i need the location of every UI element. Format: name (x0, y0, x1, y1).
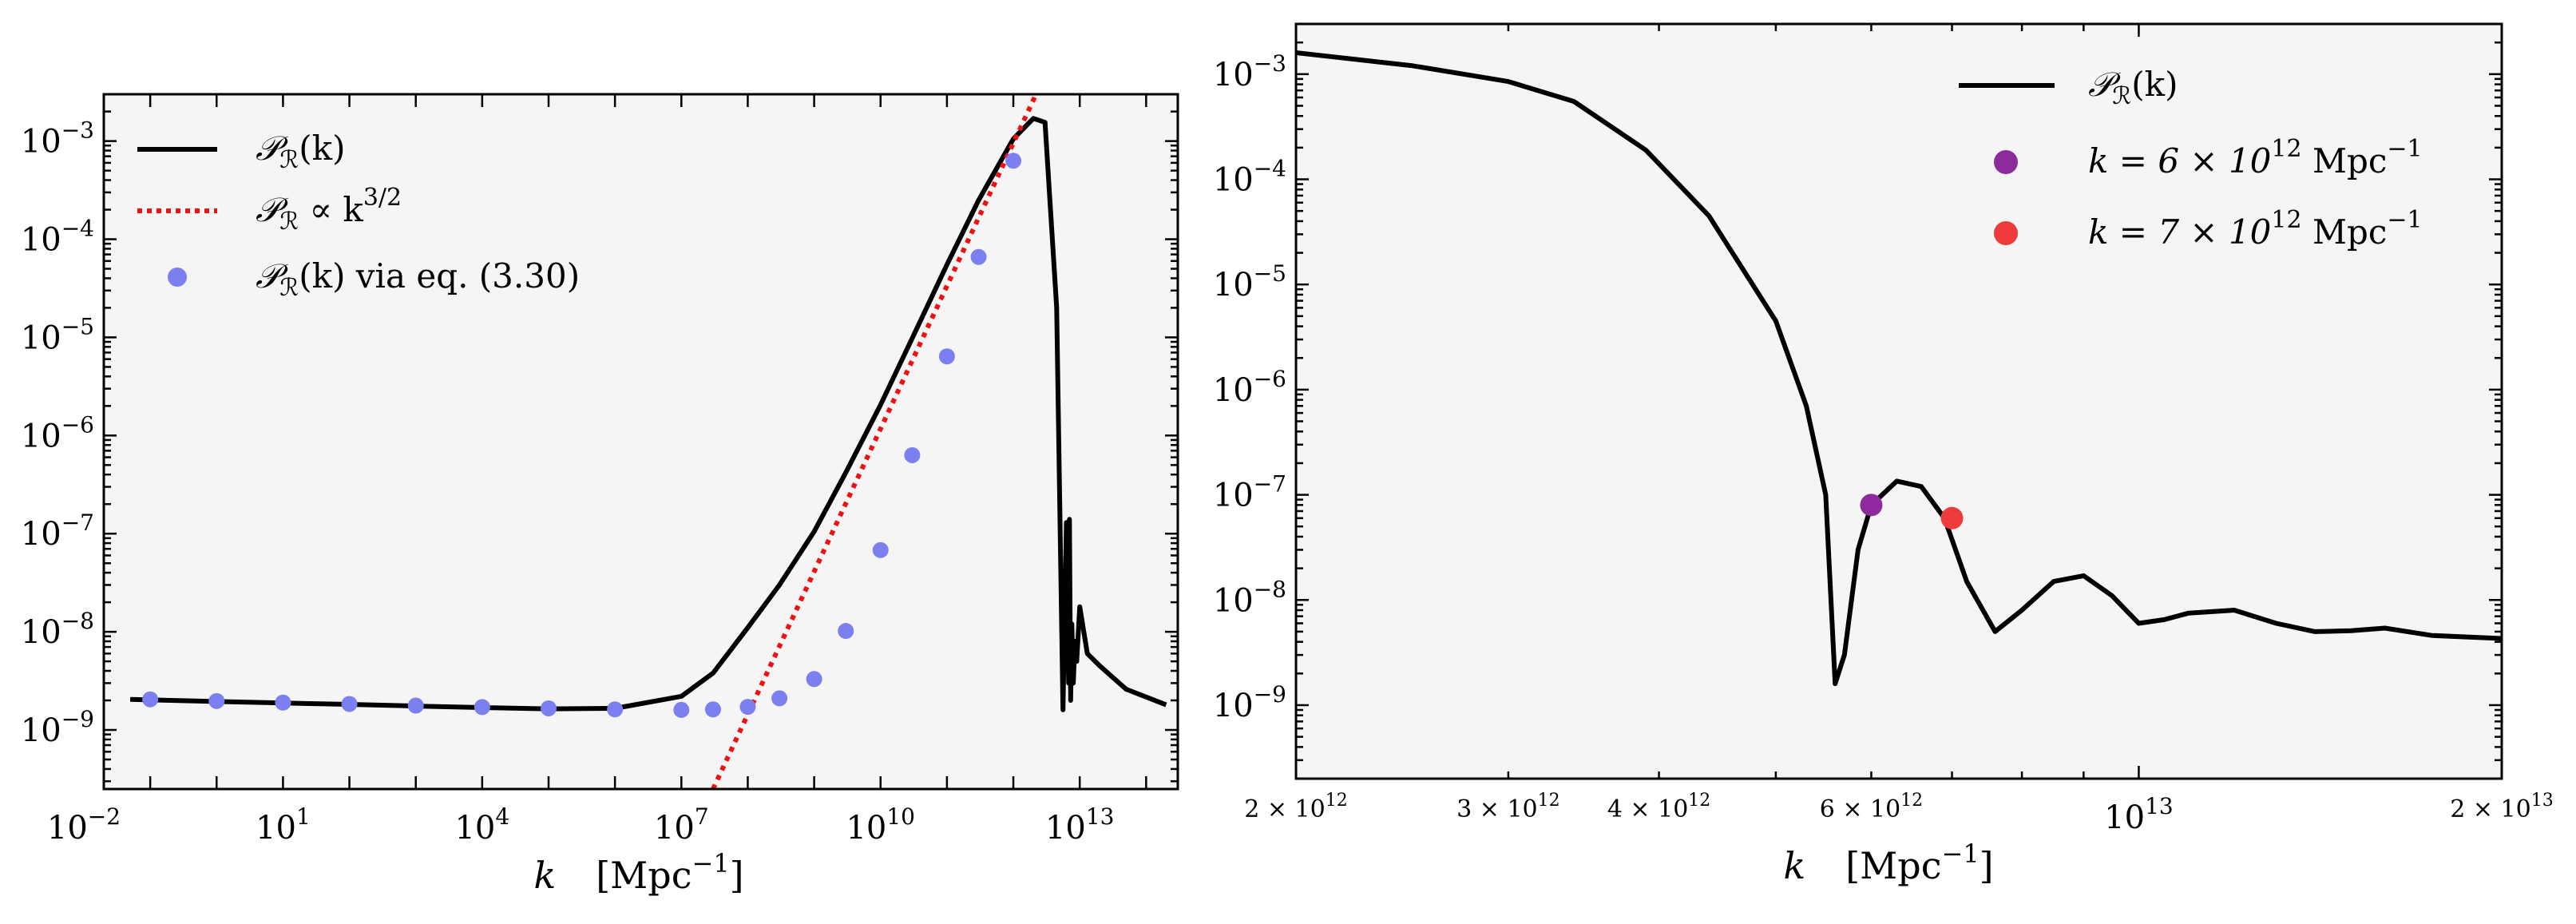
legend-marker-purple (1994, 150, 2018, 174)
left-data-point-2-7 (607, 701, 624, 718)
right-y-tick-label-4: 10−5 (1213, 260, 1286, 303)
right-y-tick-label-6: 10−3 (1213, 50, 1286, 93)
left-data-point-2-6 (541, 700, 557, 716)
left-x-tick-label-3: 107 (654, 803, 709, 847)
left-x-tick-label-1: 101 (256, 803, 311, 847)
left-series-line-0 (130, 116, 1167, 712)
left-y-tick-label-5: 10−4 (21, 216, 94, 259)
right-plot-background (1296, 24, 2502, 779)
left-y-tick-label-6: 10−3 (21, 117, 94, 161)
right-legend: 𝒫ℛ(k) k = 6 × 1012 Mpc−1 k = 7 × 1012 Mp… (1959, 65, 2423, 252)
left-y-tick-label-1: 10−8 (21, 608, 94, 651)
left-plot-frame (102, 93, 1179, 791)
left-y-tick-label-3: 10−6 (21, 411, 94, 454)
legend-marker-blue (168, 268, 187, 287)
right-y-tick-label-5: 10−4 (1213, 156, 1286, 199)
right-data-point-1-0 (1860, 494, 1883, 517)
right-y-tick-label-2: 10−7 (1213, 471, 1286, 514)
legend-label-pr: 𝒫ℛ(k) (256, 129, 345, 174)
left-data-point-2-18 (1005, 153, 1022, 169)
left-y-tick-label-2: 10−7 (21, 510, 94, 553)
left-data-point-2-15 (904, 446, 921, 463)
legend-label-power-law: 𝒫ℛ ∝ k3/2 (256, 184, 402, 236)
left-legend: 𝒫ℛ(k) 𝒫ℛ ∝ k3/2 𝒫ℛ(k) via eq. (3.30) (137, 129, 580, 302)
left-data-point-2-4 (407, 697, 424, 714)
left-data-point-2-10 (739, 699, 756, 716)
right-y-tick-label-1: 10−8 (1213, 576, 1286, 619)
left-x-tick-label-0: 10−2 (47, 803, 121, 847)
left-y-tick-label-4: 10−5 (21, 313, 94, 356)
right-x-tick-label-0: 2 × 1012 (1244, 791, 1347, 823)
right-series-line-0 (1296, 50, 2502, 687)
right-data-point-2-0 (1940, 506, 1964, 529)
left-x-tick-label-5: 1013 (1045, 803, 1115, 847)
legend-label-pr-right: 𝒫ℛ(k) (2088, 65, 2178, 110)
right-x-tick-label-3: 6 × 1012 (1820, 791, 1923, 823)
right-x-axis-label: k [Mpc−1] (1783, 839, 1993, 887)
right-x-tick-label-4: 1013 (2104, 793, 2174, 836)
right-data-marks (1296, 50, 2502, 687)
right-x-tick-label-5: 2 × 1013 (2450, 791, 2553, 823)
left-data-point-2-16 (938, 348, 955, 365)
right-ticks: 10−9 10−8 10−7 10−6 10−5 10−4 10−3 2 × 1012 3 × … (1213, 22, 2554, 836)
left-data-point-2-2 (275, 694, 291, 711)
right-plot-frame (1294, 22, 2503, 780)
left-data-point-2-13 (838, 623, 854, 640)
left-y-tick-label-0: 10−9 (21, 706, 94, 749)
left-data-point-2-17 (970, 248, 987, 265)
legend-label-k7: k = 7 × 1012 Mpc−1 (2088, 206, 2423, 252)
left-series-line-1 (711, 94, 1039, 789)
legend-label-eq330: 𝒫ℛ(k) via eq. (3.30) (256, 256, 580, 302)
left-data-point-2-9 (704, 701, 721, 718)
left-x-axis-label: k [Mpc−1] (533, 848, 743, 897)
left-panel: 10−9 10−8 10−7 10−6 10−5 10−4 10−3 10−2 101 104 10… (21, 93, 1179, 897)
left-data-point-2-12 (806, 671, 822, 688)
left-data-point-2-11 (771, 690, 788, 707)
left-ticks: 10−9 10−8 10−7 10−6 10−5 10−4 10−3 10−2 101 104 10… (21, 93, 1178, 847)
left-data-point-2-8 (673, 701, 690, 718)
left-data-point-2-5 (474, 699, 490, 716)
left-data-point-2-1 (208, 692, 225, 709)
right-x-tick-label-1: 3 × 1012 (1456, 791, 1559, 823)
right-y-tick-label-3: 10−6 (1213, 366, 1286, 409)
right-panel: 10−9 10−8 10−7 10−6 10−5 10−4 10−3 2 × 1012 3 × … (1213, 22, 2554, 887)
left-data-point-2-0 (142, 691, 159, 708)
left-x-tick-label-2: 104 (454, 803, 509, 847)
left-x-tick-label-4: 1010 (846, 803, 915, 847)
right-x-tick-label-2: 4 × 1012 (1607, 791, 1710, 823)
left-data-point-2-14 (872, 541, 889, 558)
right-y-tick-label-0: 10−9 (1213, 681, 1286, 724)
left-data-marks (130, 94, 1167, 789)
left-data-point-2-3 (341, 696, 358, 712)
left-plot-background (104, 94, 1178, 789)
legend-marker-red (1994, 221, 2018, 245)
legend-label-k6: k = 6 × 1012 Mpc−1 (2088, 135, 2423, 180)
